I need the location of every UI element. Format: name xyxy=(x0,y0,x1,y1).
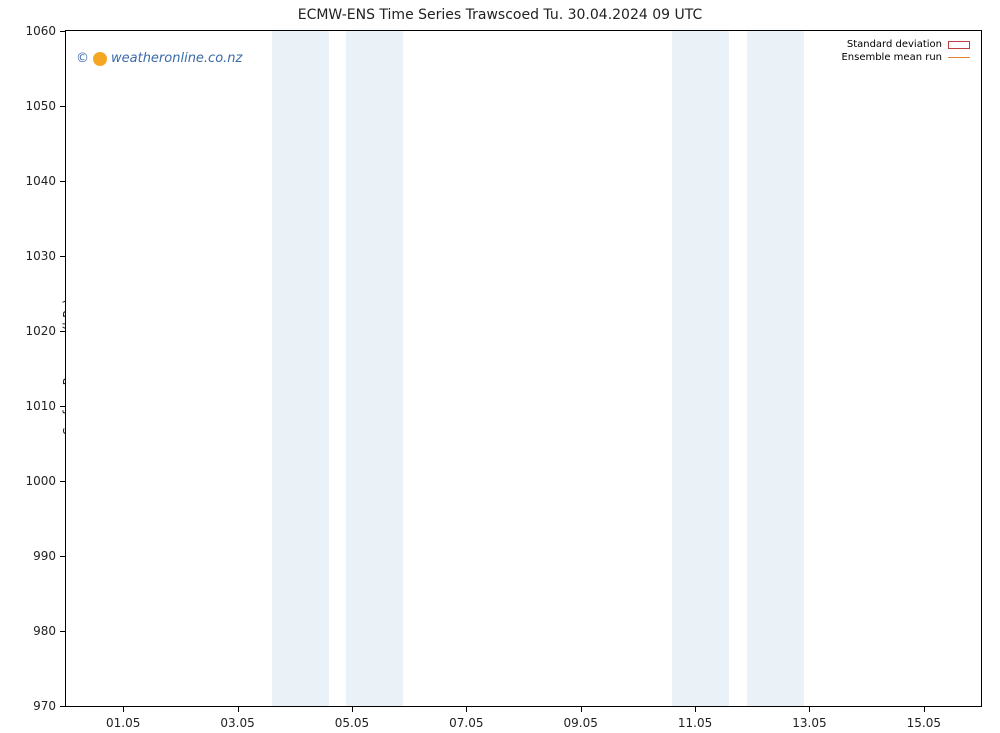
legend: Standard deviation Ensemble mean run xyxy=(841,38,970,64)
watermark-text: weatheronline.co.nz xyxy=(111,51,242,66)
x-tick-label: 09.05 xyxy=(564,706,598,730)
legend-line xyxy=(948,57,970,58)
shaded-band xyxy=(747,31,804,706)
shaded-band xyxy=(346,31,403,706)
x-tick-label: 03.05 xyxy=(220,706,254,730)
plot-area: © weatheronline.co.nz 970980990100010101… xyxy=(65,30,982,707)
copyright-symbol: © xyxy=(76,51,89,66)
y-tick-label: 1040 xyxy=(25,174,66,188)
y-tick-label: 970 xyxy=(33,699,66,713)
shaded-band xyxy=(672,31,729,706)
shaded-band xyxy=(272,31,329,706)
x-tick-label: 15.05 xyxy=(907,706,941,730)
y-tick-label: 990 xyxy=(33,549,66,563)
y-tick-label: 1020 xyxy=(25,324,66,338)
y-tick-label: 1060 xyxy=(25,24,66,38)
x-tick-label: 07.05 xyxy=(449,706,483,730)
chart-title: ECMW-ENS Time Series Trawscoed Tu. 30.04… xyxy=(0,7,1000,23)
legend-item: Standard deviation xyxy=(841,38,970,51)
legend-item: Ensemble mean run xyxy=(841,51,970,64)
chart-container: ECMW-ENS Time Series Trawscoed Tu. 30.04… xyxy=(0,0,1000,733)
watermark: © weatheronline.co.nz xyxy=(76,51,242,66)
legend-label: Standard deviation xyxy=(847,39,942,50)
y-tick-label: 1000 xyxy=(25,474,66,488)
x-tick-label: 13.05 xyxy=(792,706,826,730)
legend-swatch xyxy=(948,41,970,49)
x-tick-label: 05.05 xyxy=(335,706,369,730)
y-tick-label: 1050 xyxy=(25,99,66,113)
y-tick-label: 1010 xyxy=(25,399,66,413)
x-tick-label: 11.05 xyxy=(678,706,712,730)
globe-icon xyxy=(93,52,107,66)
y-tick-label: 980 xyxy=(33,624,66,638)
x-tick-label: 01.05 xyxy=(106,706,140,730)
legend-label: Ensemble mean run xyxy=(841,52,942,63)
y-tick-label: 1030 xyxy=(25,249,66,263)
